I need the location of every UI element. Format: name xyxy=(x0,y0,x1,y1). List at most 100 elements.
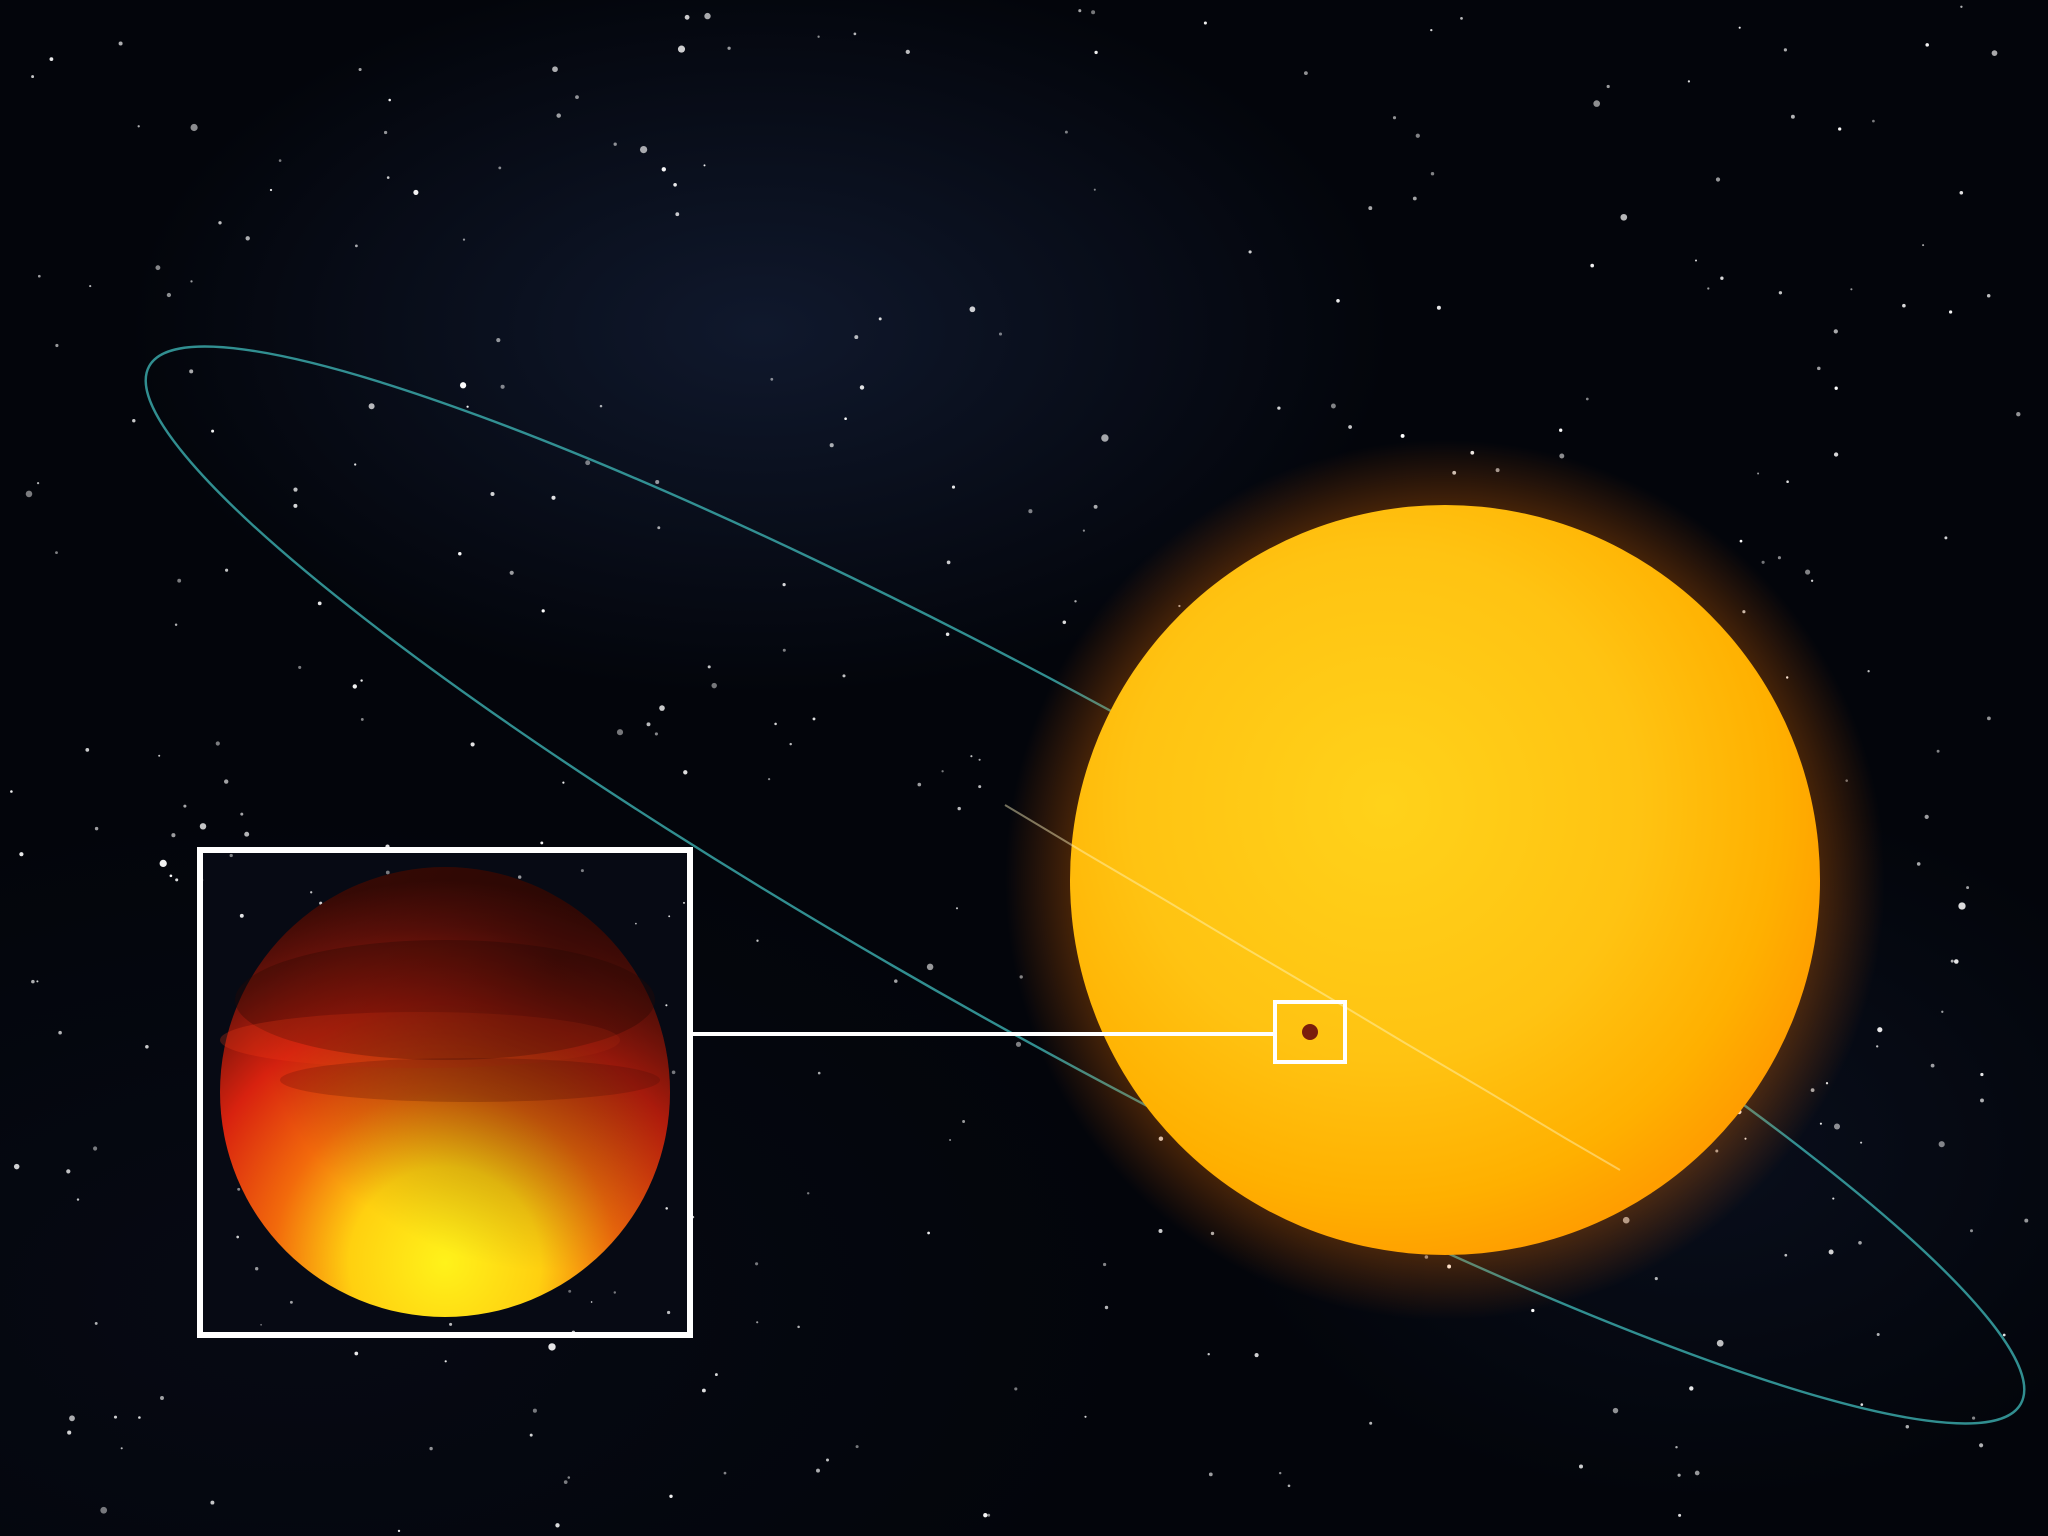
background-star xyxy=(817,35,820,38)
background-star xyxy=(669,1494,673,1499)
background-star xyxy=(1761,560,1765,564)
background-star xyxy=(540,841,544,845)
background-star xyxy=(1970,1229,1973,1233)
inset-background-star xyxy=(260,1323,262,1326)
background-star xyxy=(789,742,792,746)
background-star xyxy=(1860,1141,1863,1144)
background-star xyxy=(529,1433,533,1437)
background-star xyxy=(704,12,711,20)
inset-background-star xyxy=(635,922,637,925)
inset-background-star xyxy=(668,915,671,918)
background-star xyxy=(1014,1387,1018,1391)
background-star xyxy=(675,212,680,217)
background-star xyxy=(444,1360,447,1363)
background-star xyxy=(358,67,362,72)
background-star xyxy=(1833,329,1838,334)
background-star xyxy=(171,833,176,838)
background-star xyxy=(1877,1027,1883,1033)
background-star xyxy=(1694,259,1698,262)
background-star xyxy=(352,684,357,689)
inset-background-star xyxy=(666,1310,671,1315)
background-star xyxy=(677,45,686,53)
background-star xyxy=(646,722,651,727)
background-star xyxy=(1102,1262,1107,1267)
background-star xyxy=(199,823,207,830)
background-star xyxy=(951,485,956,489)
background-star xyxy=(562,781,565,784)
inset-background-star xyxy=(239,913,244,918)
background-star xyxy=(1924,814,1929,820)
background-star xyxy=(1330,403,1336,409)
background-star xyxy=(613,142,617,146)
background-star xyxy=(556,113,561,118)
background-star xyxy=(782,648,786,652)
background-star xyxy=(816,1468,820,1473)
background-star xyxy=(2016,412,2021,417)
inset-background-star xyxy=(665,1004,668,1007)
background-star xyxy=(293,487,298,492)
background-star xyxy=(926,963,934,971)
background-star xyxy=(1303,71,1308,76)
background-star xyxy=(905,49,910,55)
background-star xyxy=(1277,406,1281,410)
background-star xyxy=(278,159,282,162)
background-star xyxy=(466,405,469,408)
transit-planet-dot xyxy=(1302,1024,1318,1040)
background-star xyxy=(1916,862,1921,866)
background-star xyxy=(1817,366,1821,371)
background-star xyxy=(844,417,847,421)
background-star xyxy=(19,852,24,857)
background-star xyxy=(210,1500,215,1505)
background-star xyxy=(1677,1473,1681,1477)
background-star xyxy=(946,560,951,565)
background-star xyxy=(2002,1333,2006,1337)
background-star xyxy=(244,831,250,837)
background-star xyxy=(1720,276,1724,280)
background-star xyxy=(1158,1229,1163,1233)
background-star xyxy=(94,826,99,831)
background-star xyxy=(797,1325,800,1329)
background-star xyxy=(145,1045,149,1049)
background-star xyxy=(1207,1353,1210,1356)
background-star xyxy=(240,812,244,816)
inset-background-star xyxy=(613,1291,617,1294)
background-star xyxy=(655,479,660,485)
inset-background-star xyxy=(310,891,313,894)
background-star xyxy=(1287,1484,1291,1488)
background-star xyxy=(37,274,41,278)
background-star xyxy=(55,343,59,348)
background-star xyxy=(657,526,661,530)
background-star xyxy=(782,583,786,587)
background-star xyxy=(1819,1122,1822,1125)
background-star xyxy=(1654,1277,1658,1281)
background-star xyxy=(563,1480,568,1484)
background-star xyxy=(1833,1123,1841,1130)
background-star xyxy=(575,95,579,99)
background-star xyxy=(806,1192,810,1195)
background-star xyxy=(317,601,322,606)
inset-background-star xyxy=(449,1322,453,1326)
background-star xyxy=(355,244,358,248)
background-star xyxy=(941,770,944,773)
background-star xyxy=(978,785,982,789)
background-star xyxy=(1860,1403,1864,1406)
background-star xyxy=(1430,171,1435,176)
background-star xyxy=(1203,21,1207,25)
background-star xyxy=(429,1446,433,1451)
background-star xyxy=(878,317,882,321)
inset-background-star xyxy=(590,1301,593,1303)
background-star xyxy=(1028,509,1033,514)
background-star xyxy=(770,377,774,381)
background-star xyxy=(1336,299,1340,303)
background-star xyxy=(100,1506,108,1514)
background-star xyxy=(386,176,390,179)
background-star xyxy=(245,236,250,241)
background-star xyxy=(987,1513,991,1517)
background-star xyxy=(10,790,13,793)
inset-background-star xyxy=(671,1070,676,1075)
background-star xyxy=(567,1476,571,1479)
background-star xyxy=(190,280,193,283)
background-star xyxy=(490,491,495,497)
background-star xyxy=(812,717,816,721)
background-star xyxy=(413,189,419,195)
